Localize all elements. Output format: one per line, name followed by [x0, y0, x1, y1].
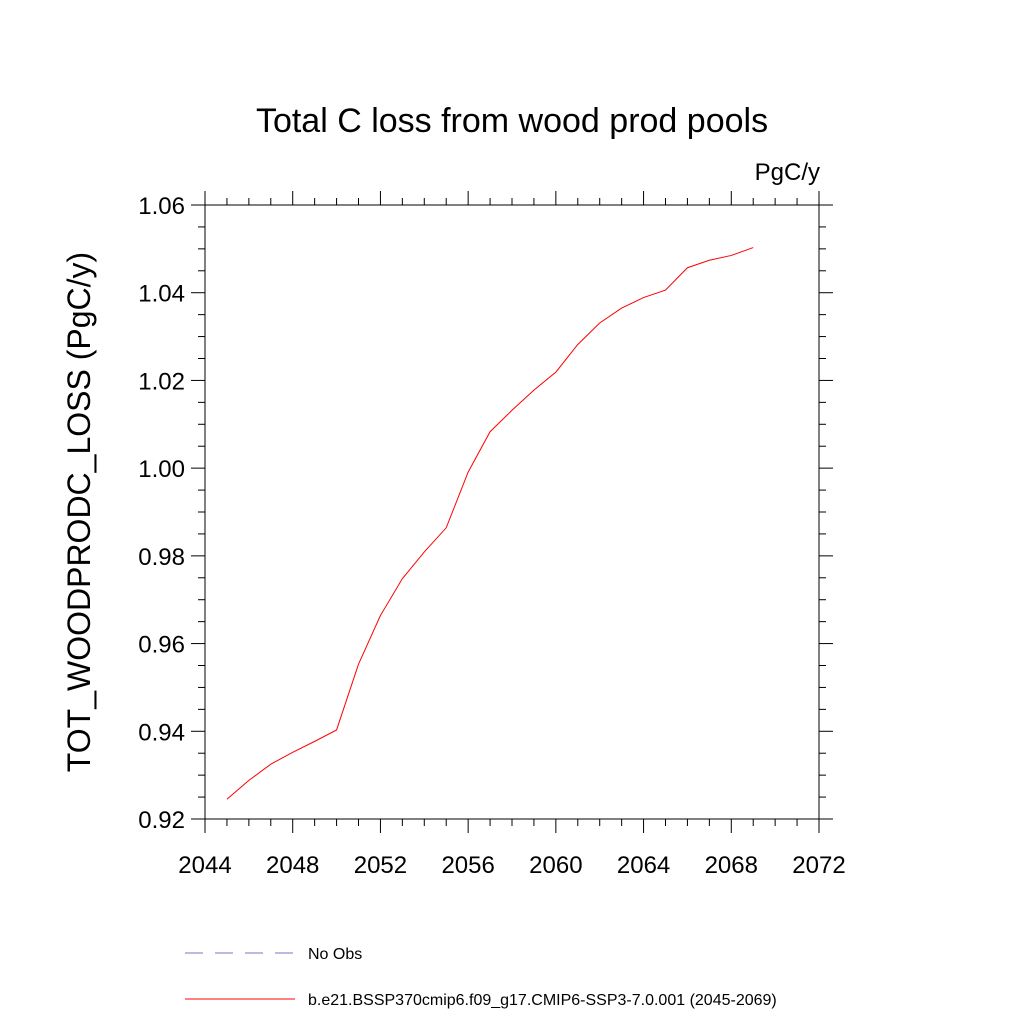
x-tick-label: 2060	[529, 852, 582, 879]
x-tick-label: 2068	[705, 852, 758, 879]
x-tick-labels: 2044 2048 2052 2056 2060 2064 2068 2072	[178, 852, 845, 879]
legend: No Obs b.e21.BSSP370cmip6.f09_g17.CMIP6-…	[185, 946, 777, 1009]
y-tick-label: 0.94	[138, 719, 185, 746]
x-tick-label: 2064	[617, 852, 670, 879]
plot-frame	[204, 204, 820, 820]
legend-label-no-obs: No Obs	[308, 946, 362, 963]
y-tick-labels: 0.92 0.94 0.96 0.98 1.00 1.02 1.04 1.06	[138, 193, 185, 834]
y-tick-label: 0.92	[138, 807, 185, 834]
x-tick-label: 2056	[441, 852, 494, 879]
y-tick-label: 1.00	[138, 456, 185, 483]
series-line-1	[226, 247, 754, 800]
y-axis-label: TOT_WOODPRODC_LOSS (PgC/y)	[61, 252, 97, 772]
x-tick-label: 2048	[266, 852, 319, 879]
series-lines	[226, 247, 754, 800]
units-label: PgC/y	[755, 159, 820, 186]
chart-title: Total C loss from wood prod pools	[256, 102, 768, 140]
y-tick-label: 1.06	[138, 193, 185, 220]
axis-ticks	[191, 191, 833, 833]
x-tick-label: 2072	[792, 852, 845, 879]
x-tick-label: 2052	[354, 852, 407, 879]
y-tick-label: 1.04	[138, 281, 185, 308]
x-tick-label: 2044	[178, 852, 231, 879]
y-tick-label: 0.96	[138, 632, 185, 659]
y-tick-label: 1.02	[138, 368, 185, 395]
legend-label-model-run: b.e21.BSSP370cmip6.f09_g17.CMIP6-SSP3-7.…	[308, 992, 777, 1009]
y-tick-label: 0.98	[138, 544, 185, 571]
